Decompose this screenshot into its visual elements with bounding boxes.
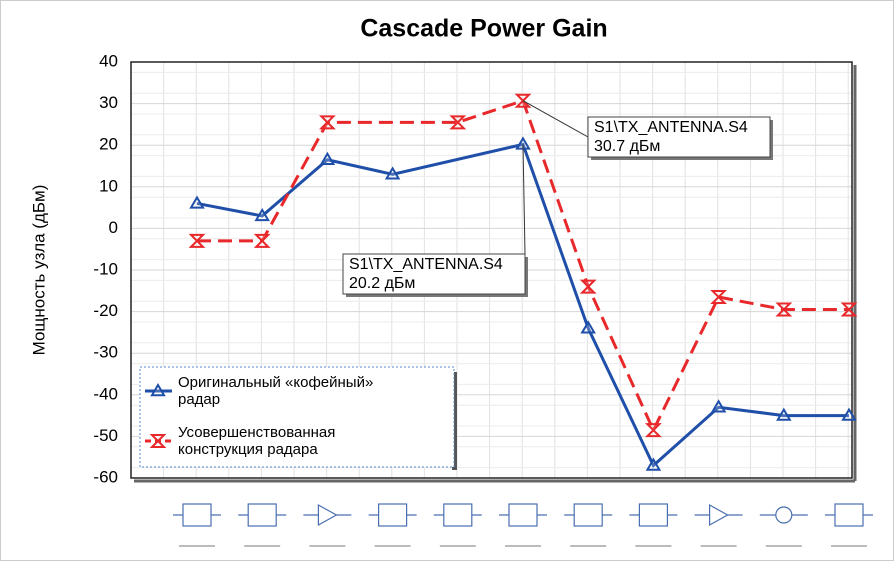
icon-caption (439, 545, 476, 547)
point-marker (775, 302, 793, 317)
y-tick-label: -60 (93, 467, 118, 486)
annotation-text: 30.7 дБм (594, 138, 660, 155)
icon-block (508, 503, 538, 527)
icon-block (182, 503, 212, 527)
point-marker (189, 195, 205, 209)
icon-caption (244, 545, 281, 547)
y-tick-label: 0 (109, 218, 118, 237)
component-icons (173, 503, 873, 547)
point-marker (776, 407, 792, 421)
legend-label: Усовершенствованная конструкция радара (178, 424, 335, 458)
point-marker (710, 399, 727, 413)
y-tick-label: 20 (99, 135, 118, 154)
icon-block (834, 503, 864, 527)
y-tick-label: -10 (93, 259, 118, 278)
annotation-leader (522, 144, 526, 255)
point-marker (254, 207, 270, 222)
icon-caption (700, 545, 737, 547)
plot-border (130, 61, 853, 479)
y-tick-label: -20 (93, 301, 118, 320)
y-tick-label: -50 (93, 426, 118, 445)
annotation-box (587, 116, 771, 158)
annotation-box (342, 253, 526, 295)
icon-amp (317, 503, 338, 527)
legend-label: Оригинальный «кофейный» радар (178, 374, 373, 408)
annotation-leader (522, 100, 589, 138)
icon-caption (309, 545, 346, 547)
icon-caption (765, 545, 802, 547)
annotation-text: 20.2 дБм (349, 275, 415, 292)
point-marker (449, 115, 467, 130)
point-marker (253, 233, 271, 248)
icon-caption (831, 545, 867, 547)
y-tick-label: -30 (93, 343, 118, 362)
point-marker (710, 290, 728, 305)
y-tick-label: 10 (99, 176, 118, 195)
point-marker (384, 166, 401, 180)
chart-title: Cascade Power Gain (360, 15, 607, 43)
point-marker (841, 407, 857, 421)
point-marker (645, 457, 662, 471)
y-tick-label: 30 (99, 93, 118, 112)
point-marker (840, 302, 858, 317)
y-axis-label: Мощность узла (дБм) (29, 185, 48, 356)
point-marker (318, 115, 336, 130)
icon-caption (570, 545, 607, 547)
point-marker (319, 151, 336, 165)
icon-block (247, 503, 277, 527)
y-tick-label: 40 (99, 51, 118, 70)
legend-box (139, 366, 455, 468)
point-marker (579, 279, 597, 294)
icon-block (443, 503, 473, 527)
y-tick-label: -40 (93, 384, 118, 403)
icon-block (378, 503, 408, 527)
icon-block (638, 503, 669, 527)
icon-mixer (775, 506, 793, 524)
icon-block (573, 503, 603, 527)
series-line (196, 142, 849, 468)
series-line (197, 98, 849, 434)
point-marker (150, 383, 166, 397)
icon-caption (179, 545, 215, 547)
point-marker (580, 320, 596, 334)
icon-caption (635, 545, 672, 547)
point-marker (149, 434, 167, 448)
point-marker (644, 423, 662, 438)
annotation-text: S1\TX_ANTENNA.S4 (594, 119, 748, 136)
icon-amp (709, 503, 729, 527)
point-marker (188, 233, 206, 248)
icon-caption (374, 545, 411, 547)
annotation-text: S1\TX_ANTENNA.S4 (349, 256, 503, 273)
icon-caption (505, 545, 541, 547)
